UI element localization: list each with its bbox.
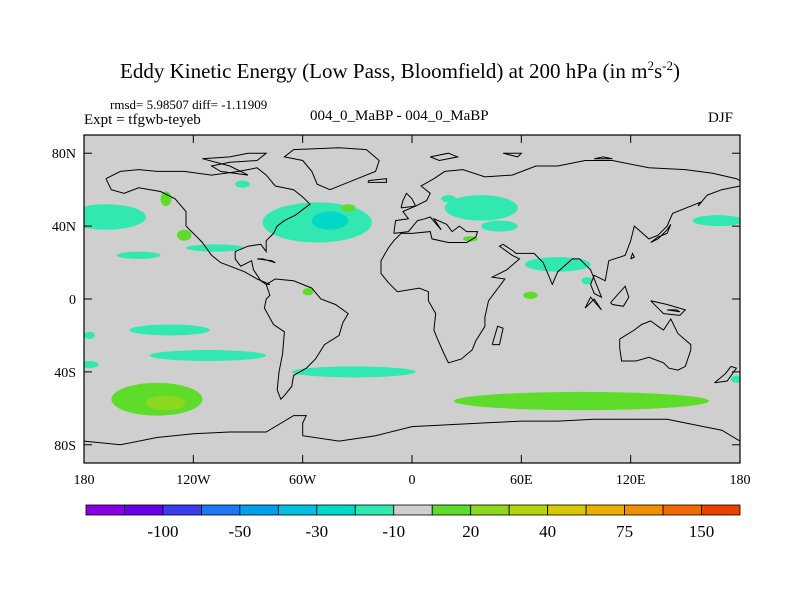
x-tick-label: 0	[409, 473, 416, 488]
colorbar-swatch	[124, 504, 164, 516]
map-background	[84, 135, 740, 463]
anomaly-patch	[176, 229, 192, 241]
coastline	[630, 252, 635, 260]
anomaly-patch	[581, 277, 593, 285]
anomaly-patch	[160, 191, 172, 207]
anomaly-patch	[84, 331, 95, 340]
colorbar-label: 75	[616, 522, 633, 541]
y-tick-label: 40S	[54, 366, 76, 381]
y-tick-label: 80N	[52, 147, 76, 162]
colorbar-swatch	[701, 504, 741, 516]
coastline	[380, 160, 740, 364]
anomaly-patch	[692, 215, 740, 227]
anomaly-patch	[441, 195, 456, 203]
colorbar-swatch	[277, 504, 318, 516]
coastline	[594, 156, 613, 160]
coastline	[430, 152, 460, 162]
anomaly-patch	[145, 395, 187, 411]
colorbar-swatch	[624, 504, 664, 516]
anomaly-patch	[291, 366, 416, 378]
coastline	[257, 258, 276, 264]
y-tick-label: 40N	[52, 220, 76, 235]
anomaly-patch	[235, 180, 250, 188]
colorbar-swatch	[585, 504, 625, 516]
x-tick-label: 60W	[289, 473, 317, 488]
stats-text: rmsd= 5.98507 diff= -1.11909	[110, 97, 268, 112]
colorbar-label: 20	[462, 522, 479, 541]
anomaly-patch	[444, 195, 518, 221]
colorbar-label: -100	[147, 522, 178, 541]
season-label: DJF	[708, 110, 734, 126]
colorbar-label: -10	[382, 522, 405, 541]
anomaly-patch	[129, 324, 210, 336]
anomaly-patch	[524, 257, 591, 272]
coastline	[263, 278, 349, 401]
colorbar-label: -50	[229, 522, 252, 541]
coastline	[202, 152, 268, 176]
anomaly-patch	[84, 204, 146, 230]
chart-subtitle: 004_0_MaBP - 004_0_MaBP	[310, 108, 489, 124]
colorbar-swatch	[201, 504, 241, 516]
coastline	[714, 365, 738, 384]
colorbar-swatch	[316, 504, 356, 516]
colorbar-swatch	[508, 504, 549, 516]
coastline	[367, 178, 387, 183]
coastline	[667, 309, 681, 313]
x-tick-label: 120E	[616, 473, 646, 488]
colorbar-label: 40	[539, 522, 556, 541]
colorbar-swatch	[162, 504, 202, 516]
anomaly-patch	[340, 204, 356, 212]
anomaly-patch	[730, 375, 740, 383]
colorbar-swatch	[431, 504, 472, 516]
anomaly-patch	[453, 391, 710, 411]
anomaly-patch	[116, 251, 161, 259]
anomaly-patch	[149, 350, 267, 361]
colorbar-swatch	[85, 504, 125, 516]
chart-title: Eddy Kinetic Energy (Low Pass, Bloomfiel…	[120, 58, 680, 83]
coastline	[502, 152, 523, 158]
x-tick-label: 120W	[176, 473, 211, 488]
anomaly-patch	[311, 211, 349, 230]
x-tick-label: 60E	[510, 473, 533, 488]
colorbar-swatch	[662, 504, 702, 516]
anomaly-patch	[302, 288, 314, 296]
anomaly-patch	[523, 291, 538, 299]
experiment-label: Expt = tfgwb-teyeb	[84, 112, 201, 128]
anomaly-patch	[481, 220, 518, 232]
coastline	[610, 285, 630, 307]
colorbar-swatch	[547, 504, 587, 516]
coastline	[84, 415, 740, 446]
coastline	[650, 300, 687, 316]
coastline	[584, 296, 602, 311]
coastline	[283, 147, 380, 191]
coastline	[650, 224, 672, 243]
anomaly-patch	[186, 244, 245, 252]
colorbar-swatch	[470, 504, 510, 516]
coastline	[105, 167, 311, 285]
colorbar-swatch	[354, 504, 395, 516]
coastline	[619, 317, 692, 371]
anomaly-patch	[463, 236, 478, 242]
x-tick-label: 180	[74, 473, 95, 488]
colorbar-label: 150	[689, 522, 715, 541]
y-tick-label: 0	[69, 293, 76, 308]
colorbar-swatch	[393, 504, 433, 516]
y-tick-label: 80S	[54, 439, 76, 454]
x-tick-label: 180	[730, 473, 751, 488]
anomaly-patch	[84, 360, 99, 369]
coastline	[400, 192, 417, 209]
colorbar-label: -30	[305, 522, 328, 541]
colorbar-swatch	[239, 504, 279, 516]
coastline	[491, 325, 504, 346]
